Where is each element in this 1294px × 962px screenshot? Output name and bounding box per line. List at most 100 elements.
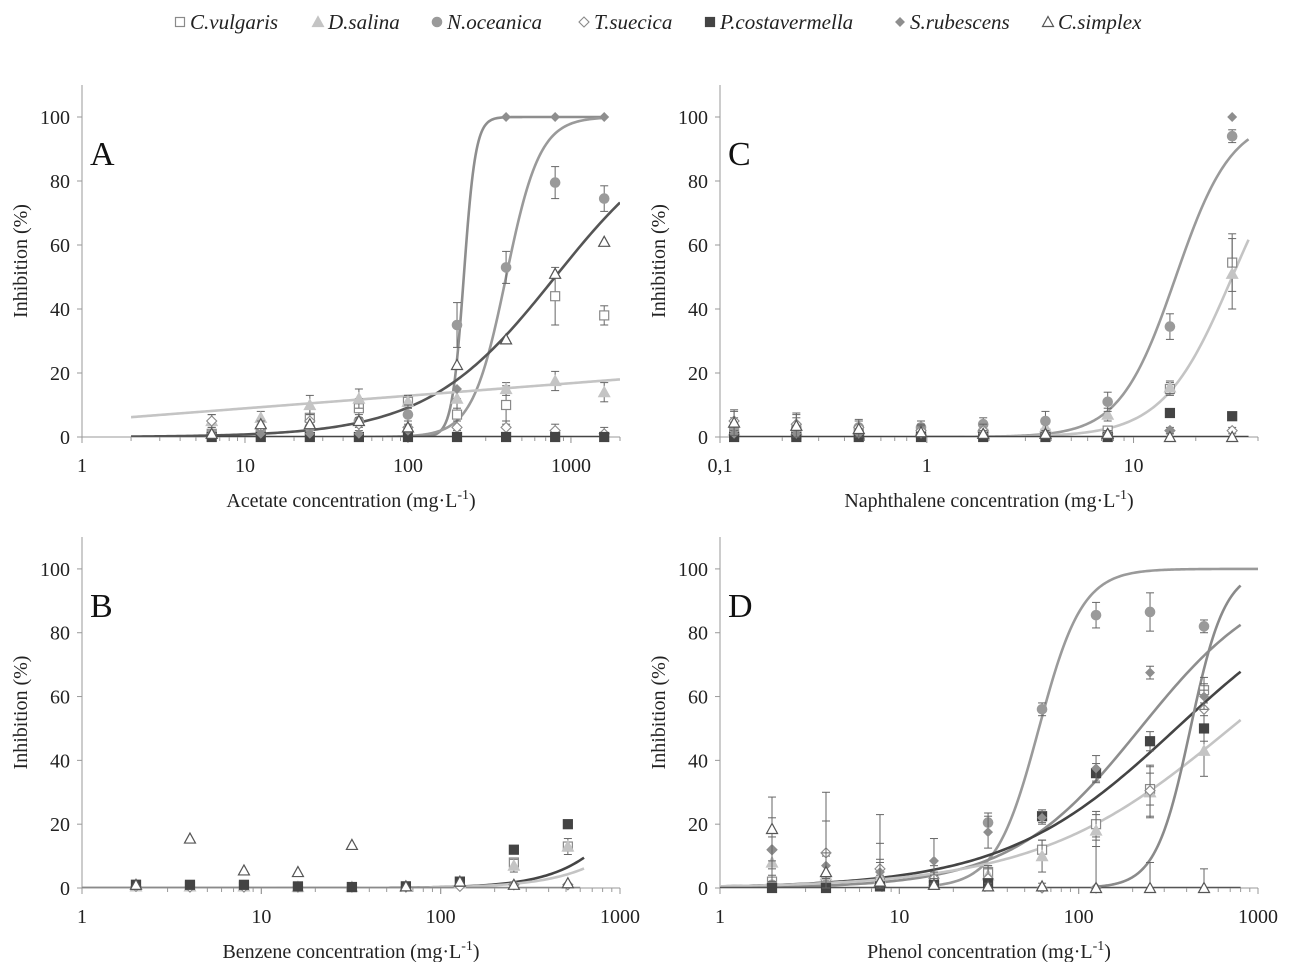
panel-c-point-d-salina — [1163, 380, 1177, 393]
panel-a-point-c-vulgaris — [451, 409, 463, 420]
panel-d-point-p-costavermella — [1144, 736, 1156, 747]
panel-c-point-c-simplex — [1038, 427, 1052, 439]
panel-a-point-c-vulgaris — [500, 399, 512, 411]
legend-item-c-vulgaris: C.vulgaris — [174, 10, 278, 34]
panel-d: 0 20 40 60 80 100 1 10 100 1000 Phenol concentrati… — [648, 537, 1278, 962]
panel-d-fit-curves — [720, 567, 1258, 888]
panel-d-fit-s-rubescens — [720, 623, 1242, 888]
panel-d-point-s-rubescens — [928, 855, 939, 866]
panel-d-point-d-salina — [1089, 823, 1103, 836]
panel-c-point-d-salina — [1225, 267, 1239, 279]
panel-a-point-c-vulgaris — [599, 310, 610, 321]
panel-a-point-p-costavermella — [599, 431, 610, 443]
panel-b-point-c-simplex — [129, 878, 143, 890]
panel-b-ytick-label: 0 — [60, 878, 70, 900]
panel-a-xtick-label: 10 — [235, 455, 255, 477]
panel-c-point-c-simplex — [914, 425, 928, 438]
legend-marker-c-vulgaris — [174, 16, 186, 28]
panel-a-point-c-simplex — [352, 414, 366, 427]
panel-d-xtick-label: 1000 — [1238, 906, 1278, 928]
panel-c-point-n-oceanica — [1164, 321, 1176, 332]
panel-c-point-c-simplex — [852, 422, 866, 435]
panel-b-point-p-costavermella — [184, 879, 196, 890]
panel-d-ytick-label: 20 — [688, 814, 708, 836]
panel-a-ytick-label: 20 — [50, 363, 70, 385]
panel-d-point-c-simplex — [981, 879, 995, 892]
panel-c-ytick-label: 60 — [688, 235, 708, 257]
panel-c-fit-n-oceanica — [926, 138, 1250, 437]
legend-item-c-simplex: C.simplex — [1041, 10, 1142, 34]
panel-a-point-d-salina — [548, 374, 562, 387]
panel-c-series-s-rubescens — [729, 112, 1238, 439]
panel-b-point-p-costavermella — [292, 881, 304, 892]
panel-a-point-d-salina — [450, 391, 464, 404]
panel-a-xtick-label: 1000 — [551, 455, 591, 477]
panel-a-ytick-label: 60 — [50, 235, 70, 257]
panel-b-ytick-label: 80 — [50, 623, 70, 645]
panel-a-point-c-simplex — [597, 235, 611, 247]
panel-b-point-c-simplex — [507, 878, 521, 890]
panel-a-point-c-simplex — [401, 420, 415, 433]
panel-a-point-s-rubescens — [599, 112, 610, 122]
panel-a-fit-d-salina — [130, 378, 620, 419]
panel-b-point-p-costavermella — [508, 844, 519, 855]
legend-label-c-vulgaris: C.vulgaris — [190, 10, 278, 34]
panel-a-ytick-label: 40 — [50, 299, 70, 321]
panel-a-point-d-salina — [597, 385, 611, 398]
panel-c-point-c-simplex — [727, 415, 741, 428]
panel-c-point-c-simplex — [976, 427, 990, 439]
panel-d-point-d-salina — [1197, 744, 1211, 756]
panel-c-point-p-costavermella — [1164, 407, 1176, 419]
legend-label-c-simplex: C.simplex — [1058, 10, 1142, 34]
legend-marker-c-simplex — [1041, 15, 1055, 28]
panel-a-point-n-oceanica — [598, 193, 610, 204]
panel-c-ytick-label: 20 — [688, 363, 708, 385]
panel-c-series-c-simplex — [727, 409, 1239, 443]
panel-b-xtick-label: 100 — [426, 906, 456, 928]
panel-c-point-c-simplex — [1101, 427, 1115, 439]
panel-a-point-s-rubescens — [452, 384, 462, 394]
panel-a-point-d-salina — [352, 391, 366, 404]
panel-a-series-c-simplex — [205, 235, 611, 439]
panel-d-point-c-simplex — [765, 822, 779, 835]
panel-c-ytick-label: 80 — [688, 171, 708, 193]
panel-d-point-c-simplex — [1143, 881, 1157, 894]
panel-a-point-s-rubescens — [501, 112, 512, 122]
panel-d-point-p-costavermella — [766, 882, 778, 894]
panel-c-x-axis-label: Naphthalene concentration (mg·L-1) — [844, 488, 1133, 512]
panel-b-ytick-label: 40 — [50, 750, 70, 772]
panel-c-point-c-simplex — [789, 419, 803, 431]
panel-d-fit-t-suecica — [1092, 584, 1242, 888]
panel-a-point-p-costavermella — [451, 431, 463, 443]
legend-label-t-suecica: T.suecica — [594, 10, 672, 34]
legend-marker-n-oceanica — [431, 16, 443, 28]
panel-a-series-s-rubescens — [206, 112, 610, 439]
panel-b-point-c-simplex — [399, 879, 413, 892]
panel-c-letter: C — [728, 136, 751, 173]
panel-b-point-p-costavermella — [562, 819, 573, 830]
panel-b-y-axis-label: Inhibition (%) — [10, 656, 32, 770]
panel-b-point-c-simplex — [291, 865, 305, 878]
panel-b-point-c-simplex — [453, 874, 467, 887]
panel-a-point-n-oceanica — [500, 262, 512, 273]
panel-c: 0 20 40 60 80 100 0,1 1 10 Naphthalene concentrat… — [648, 85, 1259, 512]
panel-c-y-axis-label: Inhibition (%) — [648, 204, 670, 318]
panel-c-ytick-label: 100 — [678, 107, 708, 129]
legend-marker-d-salina — [311, 15, 325, 28]
chart-legend: C.vulgaris D.salina N.oceanica T.suecica P.c… — [174, 10, 1142, 34]
panel-c-series-d-salina — [727, 238, 1239, 436]
panel-d-series-c-simplex — [765, 791, 1211, 894]
panel-d-point-n-oceanica — [1090, 609, 1102, 621]
panel-d-xtick-label: 1 — [715, 906, 725, 928]
legend-label-s-rubescens: S.rubescens — [910, 10, 1010, 34]
panel-a-point-c-simplex — [205, 427, 219, 439]
panel-b-point-p-costavermella — [346, 881, 358, 893]
panel-c-point-p-costavermella — [1227, 411, 1238, 422]
panel-a-point-c-simplex — [254, 417, 268, 430]
legend-label-n-oceanica: N.oceanica — [446, 10, 542, 34]
panel-b-point-d-salina — [561, 839, 575, 852]
panel-c-fit-d-salina — [926, 239, 1250, 437]
panel-d-point-n-oceanica — [1144, 606, 1156, 618]
panel-d-point-c-simplex — [1035, 879, 1049, 892]
